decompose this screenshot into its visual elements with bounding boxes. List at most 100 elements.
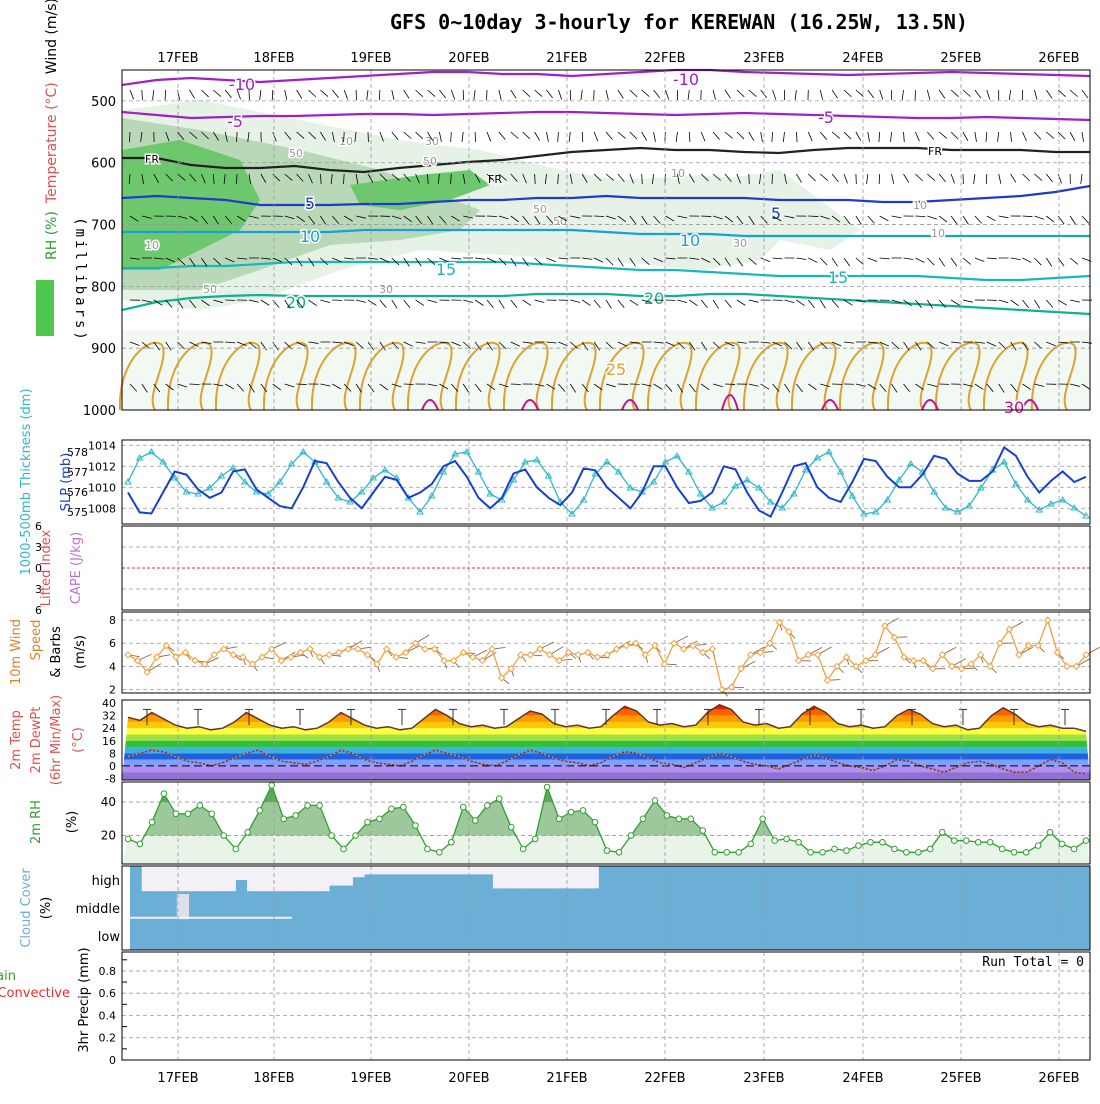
rh-point <box>365 819 371 825</box>
temperature-band <box>122 741 1090 747</box>
precip-ylabel: 3hr Precip (mm) <box>77 947 92 1052</box>
isotherm-label: FR <box>928 145 942 158</box>
rh-point <box>880 839 886 845</box>
rh-point <box>604 848 610 854</box>
temp-ylabel-2: 2m DewPt <box>29 707 44 774</box>
isotherm-label: -10 <box>673 70 699 89</box>
rh-point <box>844 848 850 854</box>
isotherm-label: 20 <box>286 293 306 312</box>
isotherm-label: 15 <box>436 260 456 279</box>
isotherm-label: 50 <box>203 283 217 296</box>
cloud-high-gap <box>189 866 201 891</box>
isotherm-label: -5 <box>227 112 243 131</box>
wind-barb <box>237 132 238 142</box>
rh-point <box>987 839 993 845</box>
wind-barb <box>379 90 380 100</box>
date-label-top: 17FEB <box>157 51 198 66</box>
rh-point <box>149 819 155 825</box>
rh-point <box>688 816 694 822</box>
isotherm-label: 50 <box>289 147 303 160</box>
cloud-ylabel-unit: (%) <box>39 897 54 920</box>
rh-point <box>544 784 550 790</box>
cloud-high-gap <box>563 866 575 888</box>
precip-label-convective: Convective <box>0 986 70 1001</box>
slp-tick-label: 1010 <box>88 481 116 494</box>
ylabel-part: Wind (m/s) <box>44 0 60 74</box>
date-label-bottom: 21FEB <box>546 1071 587 1086</box>
rh-point <box>353 833 359 839</box>
temperature-band <box>122 735 1090 741</box>
date-label-top: 23FEB <box>743 51 784 66</box>
rh-point <box>820 849 826 855</box>
date-label-bottom: 18FEB <box>253 1071 294 1086</box>
cloud-level-label: high <box>92 874 120 889</box>
rh-point <box>472 818 478 824</box>
rh-point <box>736 849 742 855</box>
rh-point <box>329 833 335 839</box>
rh-point <box>221 833 227 839</box>
rh-point <box>724 849 730 855</box>
isotherm-label: -10 <box>229 75 255 94</box>
temperature-tick-label: 8 <box>109 747 116 760</box>
wind-barb <box>475 132 476 142</box>
rh-point <box>963 838 969 844</box>
temperature-tick-label: 40 <box>102 697 116 710</box>
rh-point <box>293 813 299 819</box>
slp-ylabel: SLP (mb) <box>59 453 74 512</box>
wind-barb <box>404 384 414 385</box>
rh-point <box>281 816 287 822</box>
wind-ylabel-3: & Barbs <box>49 626 64 678</box>
wind-ylabel-2: Speed <box>29 620 44 661</box>
cloud-high-gap <box>516 866 528 888</box>
ylabel-part: RH (%) <box>44 211 60 260</box>
isotherm-label: 25 <box>606 360 626 379</box>
temp-ylabel-1: 2m Temp <box>9 710 24 770</box>
cloud-middle-gap <box>177 894 189 919</box>
rh-point <box>389 806 395 812</box>
temp-ylabel-3: (6hr Min/Max) <box>49 695 64 785</box>
date-label-bottom: 17FEB <box>157 1071 198 1086</box>
isotherm-label: 10 <box>300 227 320 246</box>
rh-legend-swatch <box>36 280 54 336</box>
date-label-bottom: 19FEB <box>350 1071 391 1086</box>
rh-point <box>616 849 622 855</box>
page-title: GFS 0~10day 3-hourly for KEREWAN (16.25W… <box>390 10 968 34</box>
rh-point <box>257 808 263 814</box>
date-label-top: 24FEB <box>842 51 883 66</box>
cloud-high-gap <box>352 866 364 877</box>
rh-point <box>173 811 179 817</box>
rh-point <box>185 811 191 817</box>
cloud-high-gap <box>317 866 329 891</box>
y-tick-label: 1000 <box>83 404 116 419</box>
rh-point <box>532 836 538 842</box>
cloud-high-gap <box>434 866 446 874</box>
cloud-level-label: middle <box>76 902 120 917</box>
cloud-high-gap <box>505 866 517 888</box>
wind-tick-label: 4 <box>109 660 116 673</box>
rh-point <box>940 829 946 835</box>
precip-tick-label: 0 <box>109 1054 116 1067</box>
rh-point <box>413 823 419 829</box>
rh-point <box>269 783 275 789</box>
cloud-high-gap <box>493 866 505 888</box>
rh-point <box>652 798 658 804</box>
isotherm-label: 50 <box>533 203 547 216</box>
wind-tick-label: 2 <box>109 684 116 697</box>
rh-point <box>197 803 203 809</box>
rh-point <box>437 849 443 855</box>
rh-point <box>700 828 706 834</box>
isotherm-label: 10 <box>339 135 353 148</box>
cloud-high-gap <box>423 866 435 874</box>
date-label-bottom: 22FEB <box>644 1071 685 1086</box>
cloud-high-gap <box>470 866 482 874</box>
wind-barb <box>594 216 604 217</box>
cloud-high-gap <box>575 866 587 888</box>
cloud-high-gap <box>551 866 563 888</box>
rh-point <box>233 846 239 852</box>
cloud-high-gap <box>177 866 189 891</box>
rh-point <box>449 839 455 845</box>
isotherm-label: 30 <box>379 283 393 296</box>
